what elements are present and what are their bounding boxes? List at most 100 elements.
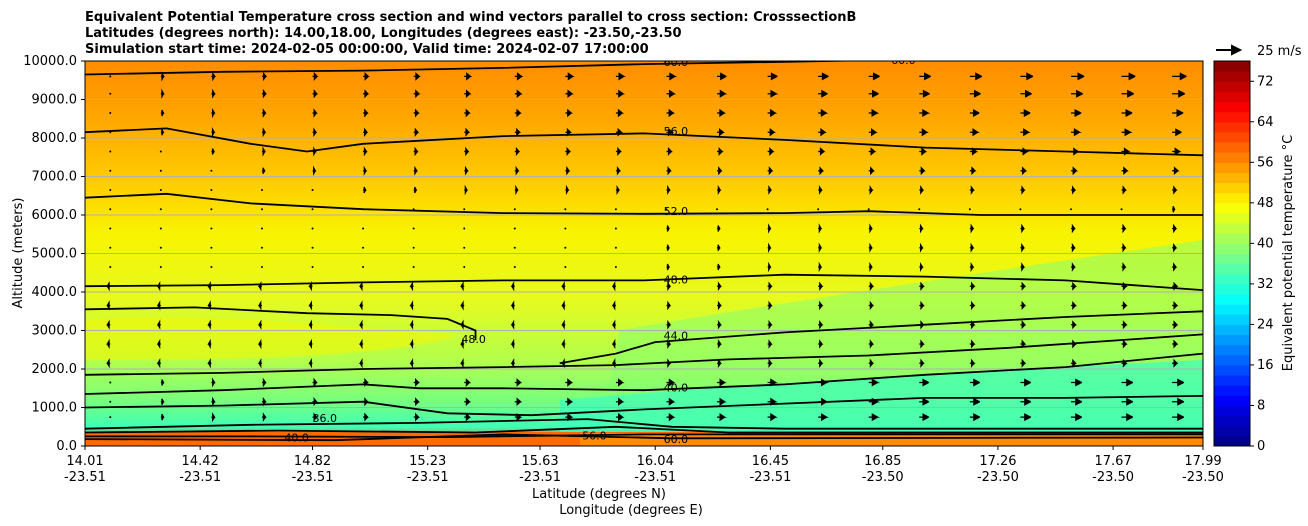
colorbar-segment [1214,354,1250,366]
y-tick-label: 1000.0 [32,401,78,416]
wind-vector-arrow [1172,72,1187,81]
wind-vector-arrow [160,398,165,406]
wind-vector-dot [665,208,668,211]
wind-vector-arrow [1121,320,1128,330]
wind-vector-arrow [460,338,465,350]
wind-vector-arrow [1172,378,1185,387]
wind-vector-arrow [413,412,421,422]
wind-vector-arrow [359,300,364,311]
wind-vector-dot [109,208,112,211]
x-tick-label-lat: 17.67 [1095,454,1132,469]
wind-vector-arrow [615,397,625,406]
wind-vector-arrow [257,300,262,311]
wind-vector-arrow [717,127,725,137]
wind-vector-arrow [160,413,165,421]
x-tick-label-lon: -23.51 [749,470,791,485]
colorbar-tick-label: 16 [1257,358,1274,373]
x-tick-label-lat: 16.85 [864,454,901,469]
wind-vector-arrow [1172,109,1184,117]
colorbar-segment [1214,212,1250,224]
wind-vector-arrow [1172,205,1176,213]
wind-vector-arrow [510,319,515,330]
wind-vector-arrow [868,242,873,253]
wind-vector-arrow [308,358,313,369]
wind-vector-arrow [868,413,881,422]
wind-vector-dot [614,246,617,249]
wind-vector-dot [109,416,112,419]
wind-vector-arrow [717,166,723,176]
x-tick-label-lon: -23.51 [179,470,221,485]
wind-vector-arrow [207,338,212,350]
wind-vector-arrow [413,378,421,387]
colorbar-tick-label: 32 [1257,277,1274,292]
colorbar-segment [1214,283,1250,295]
wind-vector-arrow [1020,262,1026,272]
wind-vector-arrow [156,338,161,350]
wind-vector-arrow [156,319,161,330]
colorbar-segment [1214,415,1250,427]
wind-vector-arrow [767,300,773,311]
wind-vector-arrow [868,261,873,273]
colorbar-frame [1213,60,1251,447]
wind-vector-arrow [409,300,414,311]
wind-vector-arrow [1172,320,1179,330]
wind-vector-arrow [969,413,981,422]
wind-vector-arrow [160,109,165,117]
colorbar-segment [1214,324,1250,336]
x-tick-label-lat: 16.04 [637,454,674,469]
colorbar-segment [1214,395,1250,406]
wind-vector-dot [412,265,415,268]
wind-vector-dot [260,227,263,230]
wind-vector-dot [311,265,314,268]
wind-vector-dot [109,188,112,191]
wind-vector-arrow [818,185,823,195]
wind-vector-arrow [615,146,623,156]
wind-vector-arrow [919,108,931,117]
wind-vector-dot [159,208,162,211]
wind-vector-arrow [312,165,317,177]
wind-vector-dot [311,208,314,211]
wind-vector-arrow [565,108,573,118]
wind-vector-arrow [717,244,721,252]
wind-vector-arrow [767,281,773,291]
wind-vector-arrow [666,397,676,406]
x-tick-label-lat: 15.23 [409,454,446,469]
wind-vector-arrow [1070,378,1083,387]
colorbar-segment [1214,71,1250,82]
wind-vector-arrow [868,147,877,156]
contour-label: 60.0 [664,433,689,446]
wind-vector-arrow [211,107,216,119]
wind-vector-arrow [818,72,829,81]
wind-vector-dot [564,227,567,230]
wind-vector-dot [109,265,112,268]
wind-vector-arrow [257,338,262,350]
wind-vector-dot [109,246,112,249]
wind-vector-arrow [615,412,625,422]
colorbar-segment [1214,162,1250,173]
wind-vector-arrow [868,185,874,195]
wind-vector-arrow [261,146,266,157]
x-tick-label-lon: -23.50 [1092,470,1134,485]
wind-vector-arrow [1020,72,1034,81]
wind-vector-arrow [666,263,671,271]
x-tick-label-lon: -23.51 [519,470,561,485]
wind-vector-arrow [1070,262,1076,272]
wind-vector-arrow [1121,185,1127,195]
contour-line [85,273,1203,291]
wind-vector-dot [1019,208,1022,211]
wind-vector-arrow [464,72,473,81]
wind-vector-arrow [717,339,722,349]
wind-vector-arrow [919,223,924,234]
wind-vector-arrow [363,146,368,157]
wind-vector-arrow [1172,397,1185,406]
wind-vector-arrow [919,378,930,387]
colorbar-tick-label: 8 [1257,398,1265,413]
wind-vector-arrow [312,377,318,388]
wind-vector-arrow [261,88,267,99]
colorbar-segment [1214,334,1250,346]
contour-label: 40.0 [284,431,309,444]
colorbar-segment [1214,314,1250,325]
wind-vector-arrow [207,319,212,330]
wind-vector-arrow [1172,339,1179,349]
wind-vector-dot [311,227,314,230]
